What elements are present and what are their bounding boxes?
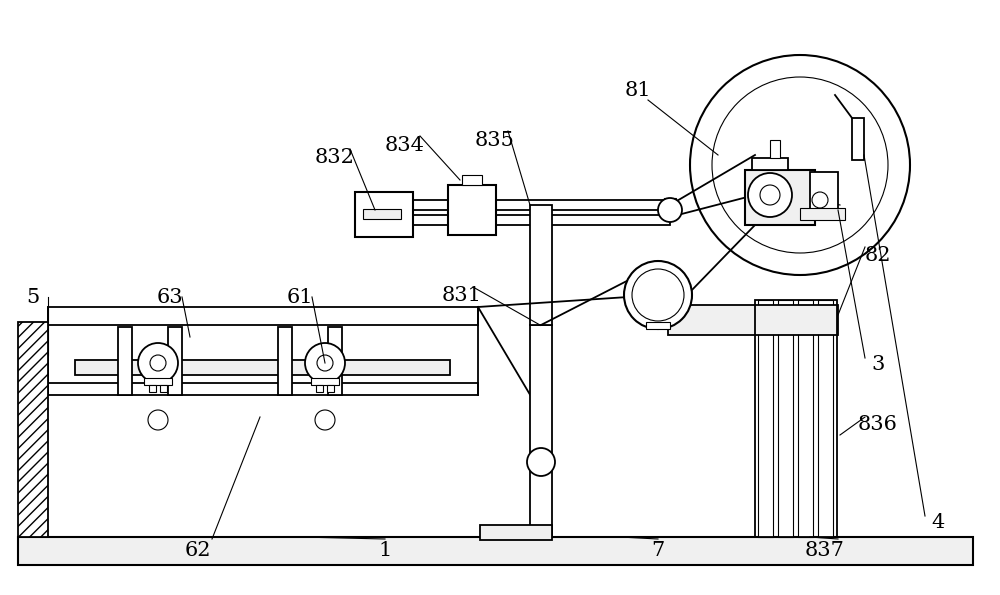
Text: 831: 831: [442, 286, 482, 305]
Bar: [818, 300, 833, 537]
Circle shape: [527, 448, 555, 476]
Bar: [758, 300, 773, 537]
Bar: [798, 300, 813, 537]
Text: 81: 81: [625, 80, 651, 99]
Bar: [668, 305, 838, 335]
Text: 837: 837: [805, 540, 845, 559]
Circle shape: [658, 198, 682, 222]
Circle shape: [148, 410, 168, 430]
Bar: [462, 175, 482, 185]
Text: 5: 5: [26, 287, 40, 306]
Bar: [646, 322, 670, 329]
Circle shape: [315, 410, 335, 430]
Bar: [48, 307, 478, 325]
Circle shape: [712, 77, 888, 253]
Text: 832: 832: [315, 148, 355, 167]
Text: 1: 1: [378, 540, 392, 559]
Bar: [75, 360, 450, 375]
Circle shape: [690, 55, 910, 275]
Text: 82: 82: [865, 246, 891, 265]
Bar: [168, 327, 182, 395]
Circle shape: [760, 185, 780, 205]
Bar: [530, 325, 552, 537]
Bar: [852, 118, 864, 160]
Text: 834: 834: [385, 136, 425, 155]
Circle shape: [305, 343, 345, 383]
Bar: [360, 215, 670, 225]
Text: 835: 835: [475, 130, 515, 149]
Circle shape: [748, 173, 792, 217]
Circle shape: [624, 261, 692, 329]
Bar: [316, 385, 323, 392]
Bar: [360, 200, 670, 210]
Bar: [530, 205, 552, 325]
Bar: [48, 383, 478, 395]
Text: 836: 836: [858, 415, 898, 434]
Bar: [778, 300, 793, 537]
Bar: [18, 537, 973, 565]
Text: 7: 7: [651, 540, 665, 559]
Text: 61: 61: [287, 287, 313, 306]
Bar: [160, 385, 167, 392]
Bar: [745, 170, 815, 225]
Bar: [770, 140, 780, 158]
Bar: [18, 322, 48, 537]
Bar: [328, 327, 342, 395]
Text: 63: 63: [157, 287, 183, 306]
Circle shape: [812, 192, 828, 208]
Circle shape: [632, 269, 684, 321]
Bar: [752, 158, 788, 170]
Text: 4: 4: [931, 513, 945, 533]
Bar: [278, 327, 292, 395]
Bar: [664, 198, 676, 220]
Bar: [800, 208, 845, 220]
Circle shape: [138, 343, 178, 383]
Bar: [448, 185, 496, 235]
Bar: [363, 209, 401, 219]
Bar: [118, 327, 132, 395]
Text: 3: 3: [871, 355, 885, 374]
Bar: [144, 378, 172, 385]
Bar: [755, 300, 837, 537]
Bar: [149, 385, 156, 392]
Text: 62: 62: [185, 540, 211, 559]
Bar: [810, 172, 838, 210]
Circle shape: [150, 355, 166, 371]
Bar: [327, 385, 334, 392]
Bar: [480, 525, 552, 540]
Bar: [311, 378, 339, 385]
Bar: [355, 192, 413, 237]
Circle shape: [317, 355, 333, 371]
